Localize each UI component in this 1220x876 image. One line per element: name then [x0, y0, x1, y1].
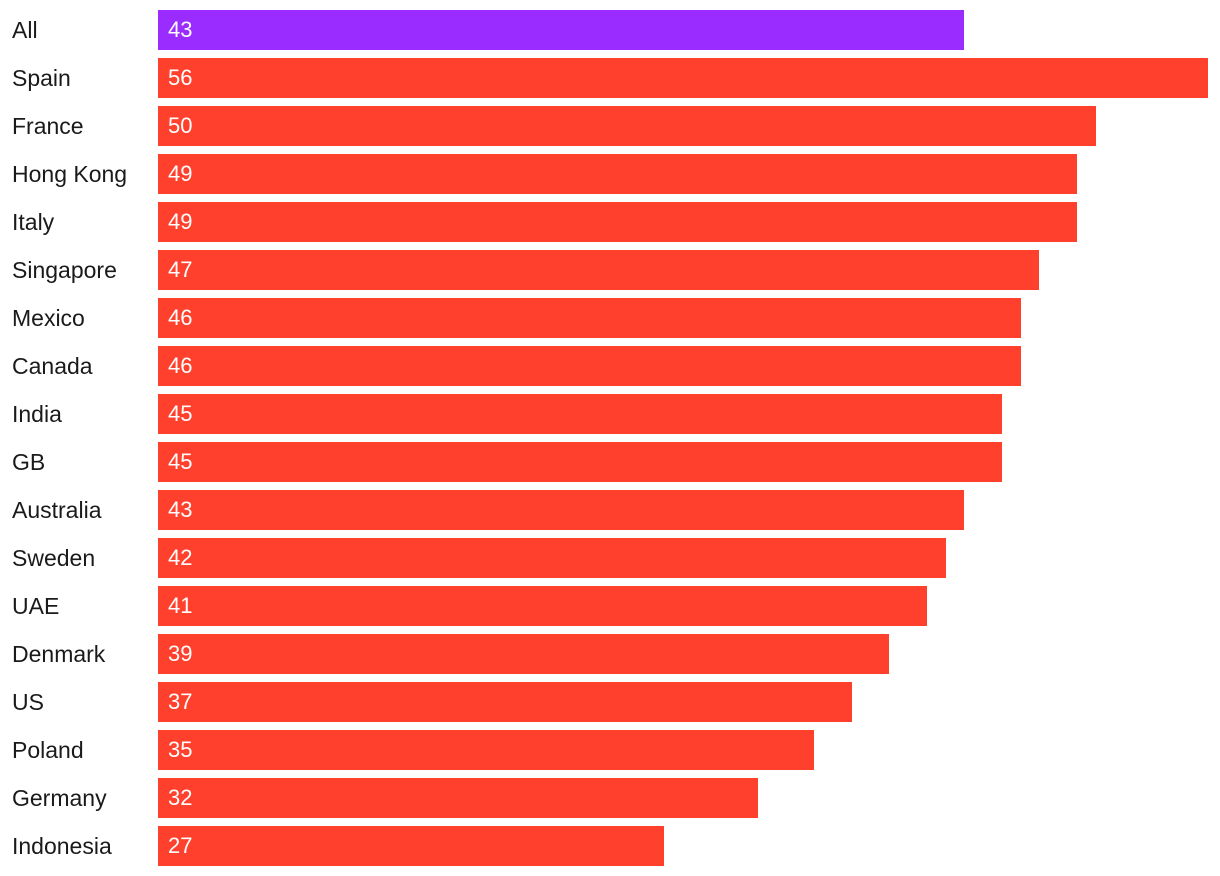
bar-value-label: 43: [168, 17, 193, 42]
category-label: Canada: [12, 353, 93, 379]
bar: 27: [158, 826, 664, 866]
bar-value-label: 43: [168, 497, 193, 522]
bar-value-label: 32: [168, 785, 193, 810]
bar-value-label: 37: [168, 689, 193, 714]
bar-value-label: 49: [168, 161, 193, 186]
bar: 45: [158, 442, 1002, 482]
bar-value-label: 27: [168, 833, 193, 858]
bar-value-label: 47: [168, 257, 193, 282]
bar: 37: [158, 682, 852, 722]
category-label: UAE: [12, 593, 60, 619]
category-label: France: [12, 113, 84, 139]
category-label: Spain: [12, 65, 71, 91]
bar: 39: [158, 634, 889, 674]
category-label: GB: [12, 449, 46, 475]
bar-value-label: 35: [168, 737, 193, 762]
bar: 46: [158, 298, 1021, 338]
bar: 49: [158, 154, 1077, 194]
bar-value-label: 39: [168, 641, 193, 666]
category-label: US: [12, 689, 44, 715]
category-label: India: [12, 401, 62, 427]
bar-value-label: 41: [168, 593, 193, 618]
category-label: Sweden: [12, 545, 96, 571]
bar: 50: [158, 106, 1096, 146]
bar-value-label: 42: [168, 545, 193, 570]
bar-value-label: 56: [168, 65, 193, 90]
bar-value-label: 45: [168, 449, 193, 474]
bar: 35: [158, 730, 814, 770]
bar-value-label: 50: [168, 113, 193, 138]
bar: 46: [158, 346, 1021, 386]
bar-value-label: 46: [168, 305, 193, 330]
category-label: Denmark: [12, 641, 106, 667]
bar: 49: [158, 202, 1077, 242]
bar: 43: [158, 490, 964, 530]
category-label: Mexico: [12, 305, 85, 331]
bar: 47: [158, 250, 1039, 290]
bar-value-label: 49: [168, 209, 193, 234]
category-label: Indonesia: [12, 833, 112, 859]
bar-value-label: 45: [168, 401, 193, 426]
category-label: Singapore: [12, 257, 117, 283]
bar: 45: [158, 394, 1002, 434]
category-label: Hong Kong: [12, 161, 128, 187]
category-label: Poland: [12, 737, 84, 763]
bar: 43: [158, 10, 964, 50]
category-label: All: [12, 17, 38, 43]
bar-value-label: 46: [168, 353, 193, 378]
category-label: Germany: [12, 785, 107, 811]
category-label: Italy: [12, 209, 55, 235]
bar: 41: [158, 586, 927, 626]
bar: 32: [158, 778, 758, 818]
bar: 56: [158, 58, 1208, 98]
bar: 42: [158, 538, 946, 578]
category-label: Australia: [12, 497, 102, 523]
